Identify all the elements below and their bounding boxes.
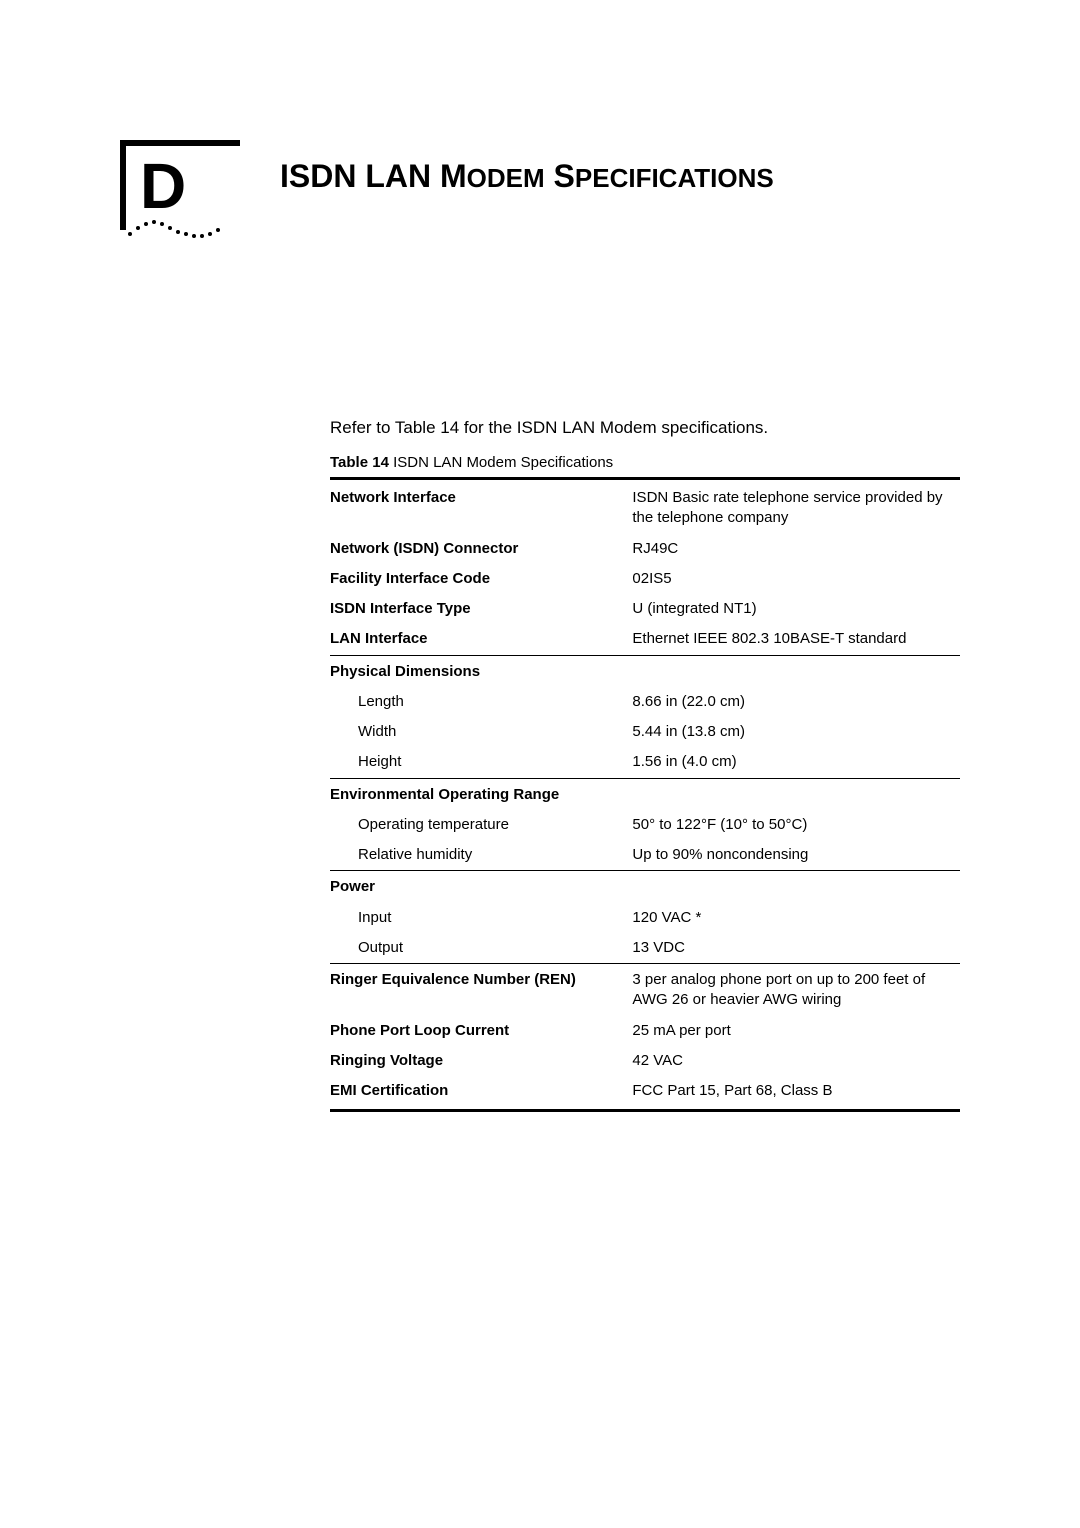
cell-label: ISDN Interface Type [330,594,632,624]
cell-label: Network (ISDN) Connector [330,534,632,564]
table-row: Environmental Operating Range [330,778,960,810]
cell-label: Height [330,747,632,778]
table-row: Ringing Voltage 42 VAC [330,1046,960,1076]
cell-value: RJ49C [632,534,960,564]
spec-table: Network Interface ISDN Basic rate teleph… [330,477,960,1112]
cell-value: 8.66 in (22.0 cm) [632,687,960,717]
table-row: Relative humidity Up to 90% noncondensin… [330,840,960,871]
cell-value: U (integrated NT1) [632,594,960,624]
cell-value: ISDN Basic rate telephone service provid… [632,479,960,534]
cell-value: 42 VAC [632,1046,960,1076]
cell-label: Width [330,717,632,747]
cell-value: 120 VAC * [632,903,960,933]
body-content: Refer to Table 14 for the ISDN LAN Modem… [330,418,960,1112]
title-part3: S [545,158,575,194]
table-caption-label: Table 14 [330,454,389,471]
cell-label: Length [330,687,632,717]
cell-label: Operating temperature [330,810,632,840]
table-row: Facility Interface Code 02IS5 [330,564,960,594]
appendix-block: D [120,140,240,218]
cell-value [632,778,960,810]
cell-value: 5.44 in (13.8 cm) [632,717,960,747]
title-part4: PECIFICATIONS [575,163,774,193]
table-row: Power [330,871,960,903]
cell-label: Power [330,871,632,903]
dots-decoration [120,224,220,228]
cell-label: Output [330,933,632,964]
cell-value: 13 VDC [632,933,960,964]
cell-label: LAN Interface [330,624,632,655]
cell-value: 1.56 in (4.0 cm) [632,747,960,778]
table-caption-text: ISDN LAN Modem Specifications [389,454,613,471]
page-title: ISDN LAN MODEM SPECIFICATIONS [280,140,774,195]
cell-label: Input [330,903,632,933]
bar-top [120,140,240,146]
cell-label: Ringing Voltage [330,1046,632,1076]
cell-value: 02IS5 [632,564,960,594]
cell-value: 25 mA per port [632,1016,960,1046]
cell-label: Environmental Operating Range [330,778,632,810]
table-row: Phone Port Loop Current 25 mA per port [330,1016,960,1046]
table-row: Output 13 VDC [330,933,960,964]
title-part2: ODEM [467,163,545,193]
cell-label: Relative humidity [330,840,632,871]
cell-value: Ethernet IEEE 802.3 10BASE-T standard [632,624,960,655]
table-row: Network (ISDN) Connector RJ49C [330,534,960,564]
table-row: ISDN Interface Type U (integrated NT1) [330,594,960,624]
cell-value [632,655,960,687]
table-row: LAN Interface Ethernet IEEE 802.3 10BASE… [330,624,960,655]
cell-label: Physical Dimensions [330,655,632,687]
page: D ISDN LAN MODEM SPECIFICATIONS Refer to… [0,0,1080,1112]
cell-label: Ringer Equivalence Number (REN) [330,964,632,1016]
table-row: Input 120 VAC * [330,903,960,933]
cell-label: EMI Certification [330,1076,632,1111]
table-row: Width 5.44 in (13.8 cm) [330,717,960,747]
cell-value: 3 per analog phone port on up to 200 fee… [632,964,960,1016]
cell-label: Network Interface [330,479,632,534]
cell-value: Up to 90% noncondensing [632,840,960,871]
bar-side [120,140,126,230]
table-row: Ringer Equivalence Number (REN) 3 per an… [330,964,960,1016]
cell-value: 50° to 122°F (10° to 50°C) [632,810,960,840]
table-row: Operating temperature 50° to 122°F (10° … [330,810,960,840]
table-row: Length 8.66 in (22.0 cm) [330,687,960,717]
table-caption: Table 14 ISDN LAN Modem Specifications [330,454,960,471]
cell-value [632,871,960,903]
intro-text: Refer to Table 14 for the ISDN LAN Modem… [330,418,960,438]
table-row: Network Interface ISDN Basic rate teleph… [330,479,960,534]
cell-label: Phone Port Loop Current [330,1016,632,1046]
cell-label: Facility Interface Code [330,564,632,594]
table-row: Physical Dimensions [330,655,960,687]
title-part1: ISDN LAN M [280,158,467,194]
appendix-letter: D [120,148,240,218]
table-row: EMI Certification FCC Part 15, Part 68, … [330,1076,960,1111]
table-row: Height 1.56 in (4.0 cm) [330,747,960,778]
header-row: D ISDN LAN MODEM SPECIFICATIONS [120,140,960,218]
cell-value: FCC Part 15, Part 68, Class B [632,1076,960,1111]
